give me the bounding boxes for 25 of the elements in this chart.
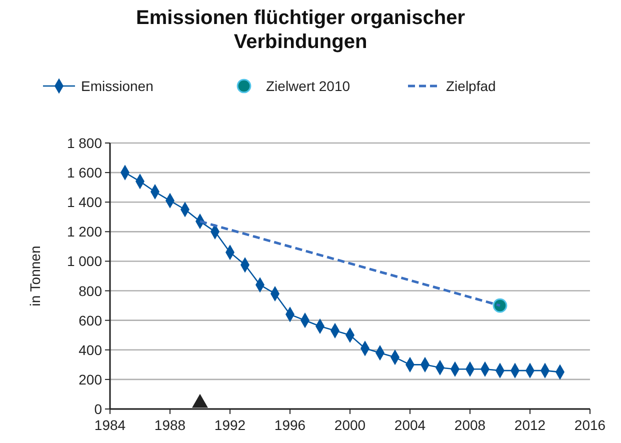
y-tick-label: 400 <box>78 342 102 358</box>
y-tick-label: 200 <box>78 371 102 388</box>
x-tick-label: 2008 <box>454 417 486 433</box>
legend-label: Emissionen <box>81 78 154 94</box>
y-tick-label: 0 <box>94 401 102 417</box>
x-tick-label: 1992 <box>214 417 246 433</box>
legend-label: Zielwert 2010 <box>266 78 350 94</box>
y-tick-label: 1 600 <box>66 164 102 181</box>
y-tick-label: 1 000 <box>66 253 102 270</box>
y-tick-label: 600 <box>78 312 102 328</box>
x-tick-label: 2000 <box>334 417 366 433</box>
chart-title: Emissionen flüchtiger organischer Verbindungen <box>136 7 466 53</box>
x-tick-label: 2004 <box>394 417 426 433</box>
y-tick-label: 800 <box>78 282 102 299</box>
x-tick-label: 1988 <box>154 417 186 433</box>
x-tick-label: 1996 <box>274 417 306 433</box>
legend-label: Zielpfad <box>446 78 496 94</box>
x-tick-label: 2016 <box>574 417 606 433</box>
point <box>492 298 508 313</box>
x-tick-label: 1984 <box>94 417 126 433</box>
y-tick-label: 1 400 <box>66 194 102 210</box>
y-axis-title: in Tonnen <box>27 246 43 306</box>
y-tick-label: 1 200 <box>66 224 102 240</box>
y-tick-label: 1 800 <box>66 135 102 151</box>
x-tick-label: 2012 <box>514 417 546 433</box>
